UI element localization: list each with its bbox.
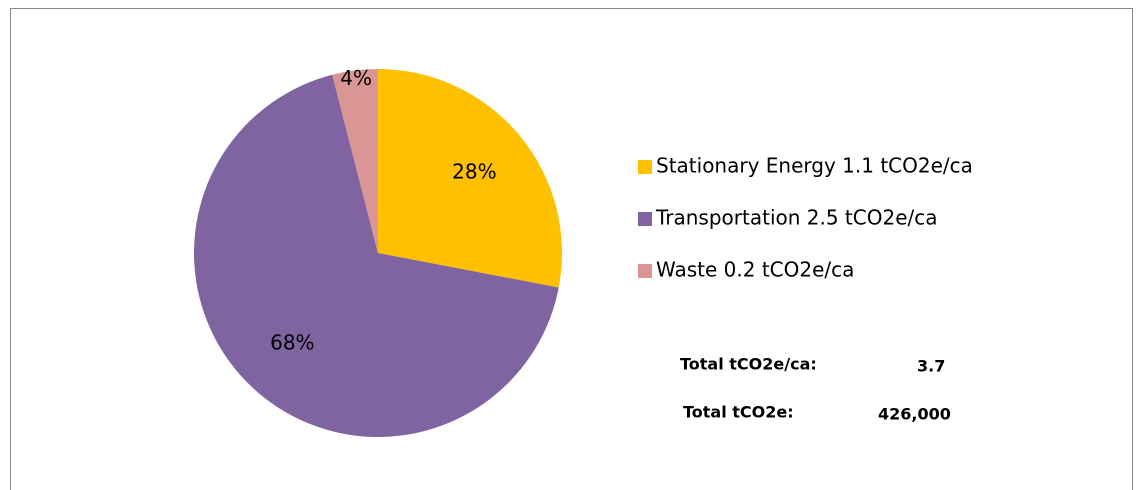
legend-label: Stationary Energy 1.1 tCO2e/ca [656, 154, 973, 178]
data-label: 68% [270, 331, 314, 355]
chart-frame [10, 8, 1133, 490]
pie-slice [378, 69, 562, 288]
total-value: 426,000 [878, 405, 951, 424]
legend-swatch [638, 212, 652, 226]
legend-swatch [638, 160, 652, 174]
legend-label: Waste 0.2 tCO2e/ca [656, 258, 854, 282]
pie-slice [194, 74, 559, 437]
total-value: 3.7 [917, 357, 945, 376]
legend-label: Transportation 2.5 tCO2e/ca [655, 206, 938, 230]
total-label: Total tCO2e: [683, 403, 794, 422]
legend-swatch [638, 264, 652, 278]
data-label: 4% [340, 66, 372, 90]
pie-slice [332, 69, 378, 253]
total-label: Total tCO2e/ca: [680, 355, 817, 374]
data-label: 28% [452, 160, 496, 184]
